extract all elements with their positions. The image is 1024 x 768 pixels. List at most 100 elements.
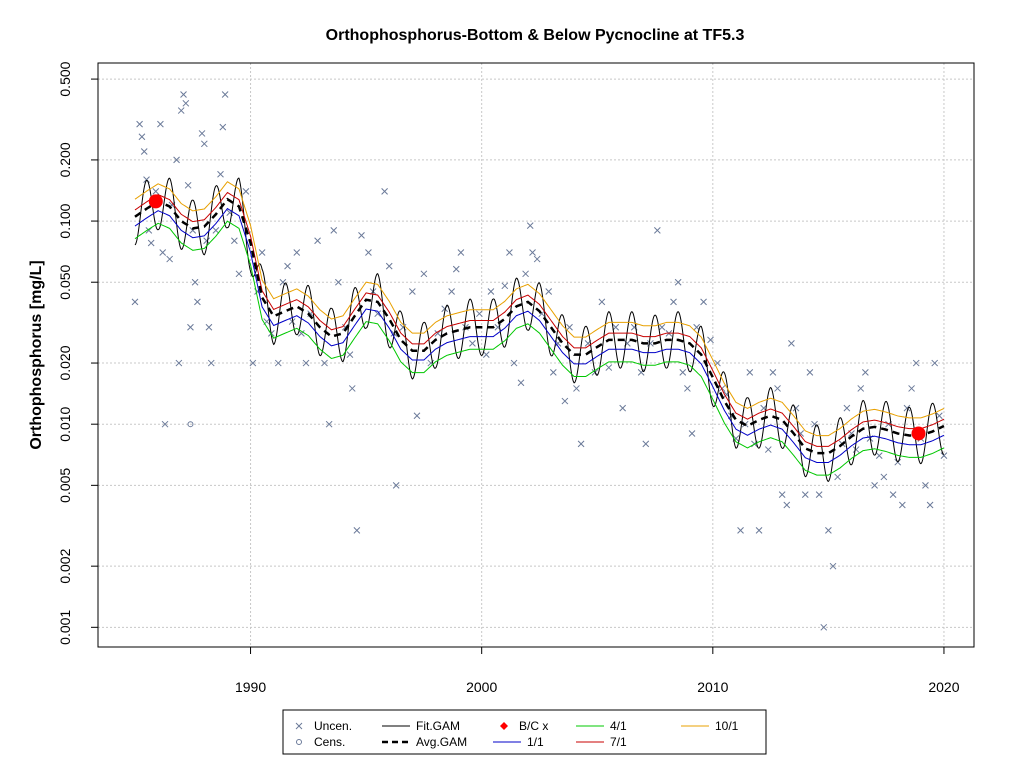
x-tick-label: 2000: [466, 679, 497, 695]
uncensored-point-stroke: [935, 412, 943, 420]
gam-lines: [134, 177, 945, 483]
uncensored-point: [898, 501, 906, 509]
uncensored-point: [764, 446, 772, 453]
legend-box: [282, 709, 767, 755]
uncensored-point: [348, 385, 356, 392]
uncensored-point-stroke: [707, 336, 714, 344]
legend-item-s71: 7/1: [576, 735, 627, 749]
uncensored-point-stroke: [219, 123, 227, 131]
uncensored-point-stroke: [940, 452, 948, 460]
uncensored-point: [258, 249, 266, 256]
uncensored-point: [191, 278, 199, 286]
uncensored-point: [806, 368, 814, 376]
uncensored-point-stroke: [829, 562, 837, 570]
uncensored-point: [314, 237, 321, 245]
uncensored-point: [469, 340, 476, 347]
uncensored-point-stroke: [561, 397, 569, 405]
season-line-1-1: [134, 207, 945, 463]
uncensored-point: [940, 452, 948, 460]
y-tick-label: 0.200: [57, 142, 73, 177]
plot-frame: [97, 62, 975, 648]
y-tick-label: 0.005: [57, 468, 73, 503]
uncensored-point: [783, 501, 791, 509]
avg-gam-line: [134, 197, 945, 455]
uncensored-point-stroke: [284, 262, 291, 270]
uncensored-point-stroke: [330, 227, 338, 234]
legend-item-uncen: Uncen.: [295, 719, 352, 733]
uncensored-point-stroke: [573, 385, 580, 392]
uncensored-point: [487, 288, 495, 295]
uncensored-point: [358, 232, 365, 239]
uncensored-point-stroke: [533, 255, 541, 263]
uncensored-point-stroke: [325, 420, 333, 428]
uncensored-point: [825, 527, 832, 534]
uncensored-point-stroke: [501, 282, 509, 290]
uncensored-point-stroke: [173, 156, 180, 164]
uncensored-point-stroke: [314, 237, 321, 245]
bc-markers: [148, 194, 926, 441]
uncensored-point: [619, 404, 627, 412]
uncensored-point-stroke: [143, 176, 150, 183]
legend-diamond-icon: [500, 722, 508, 730]
uncensored-point: [177, 107, 185, 114]
uncensored-point: [457, 249, 465, 256]
uncensored-point-stroke: [811, 420, 818, 428]
uncensored-point-stroke: [140, 148, 148, 155]
uncensored-point: [880, 473, 888, 481]
uncensored-point-stroke: [200, 140, 208, 148]
legend-label: Fit.GAM: [416, 719, 460, 733]
uncensored-point: [138, 133, 146, 141]
uncensored-point: [212, 227, 220, 234]
uncensored-point-stroke: [408, 288, 416, 295]
uncensored-point-stroke: [526, 222, 534, 229]
uncensored-point: [871, 481, 878, 489]
uncensored-point: [755, 527, 763, 534]
uncensored-point-stroke: [487, 288, 495, 295]
uncensored-point-stroke: [161, 420, 169, 428]
uncensored-point: [302, 359, 310, 367]
uncensored-point: [159, 249, 167, 256]
uncensored-point-stroke: [522, 270, 529, 278]
uncensored-point: [161, 420, 169, 428]
uncensored-point: [217, 170, 224, 178]
legend-item-s41: 4/1: [576, 719, 627, 733]
uncensored-point-stroke: [862, 368, 869, 376]
uncensored-point-stroke: [619, 404, 627, 412]
legend-item-fit: Fit.GAM: [382, 719, 460, 733]
uncensored-point-stroke: [778, 491, 786, 498]
uncensored-point-stroke: [889, 491, 897, 498]
uncensored-point: [549, 368, 557, 376]
uncensored-point-stroke: [857, 385, 865, 392]
y-tick-label: 0.100: [57, 203, 73, 238]
uncensored-point: [843, 404, 851, 412]
uncensored-point-stroke: [871, 481, 878, 489]
uncensored-point: [857, 385, 865, 392]
uncensored-point: [670, 298, 677, 306]
uncensored-point-stroke: [385, 262, 393, 270]
uncensored-point: [180, 91, 187, 98]
uncensored-point-stroke: [434, 330, 442, 337]
uncensored-point-stroke: [413, 412, 421, 420]
uncensored-point: [522, 270, 529, 278]
uncensored-point: [365, 249, 372, 256]
uncensored-point: [413, 412, 421, 420]
uncensored-point: [908, 385, 915, 392]
uncensored-point: [205, 323, 213, 331]
uncensored-point-stroke: [235, 270, 243, 278]
uncensored-point-stroke: [448, 288, 455, 295]
legend-label: 4/1: [610, 719, 627, 733]
y-tick-label: 0.010: [57, 406, 73, 441]
uncensored-point: [325, 420, 333, 428]
uncensored-point-stroke: [321, 359, 328, 367]
uncensored-point-stroke: [774, 385, 781, 392]
uncensored-point: [175, 359, 183, 367]
uncensored-point: [529, 249, 536, 256]
uncensored-point-stroke: [441, 305, 449, 313]
uncensored-point-stroke: [180, 91, 187, 98]
uncensored-point-stroke: [538, 310, 546, 318]
uncensored-point: [200, 140, 208, 148]
uncensored-point-stroke: [875, 452, 883, 460]
uncensored-point-stroke: [482, 351, 490, 358]
uncensored-point-stroke: [175, 359, 183, 367]
